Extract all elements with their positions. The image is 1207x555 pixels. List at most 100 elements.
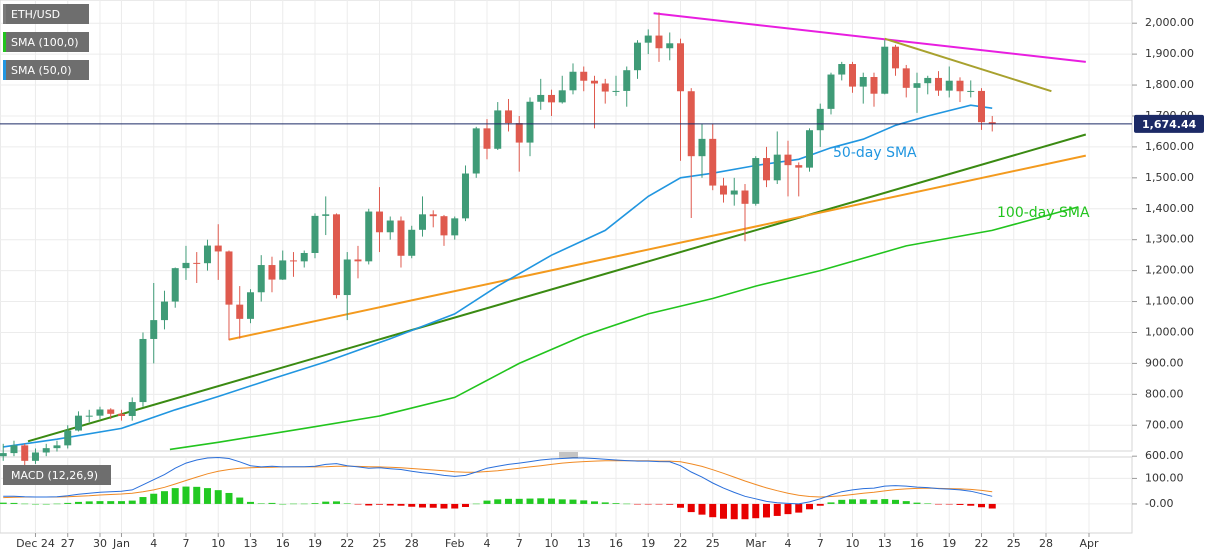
candle-body	[612, 90, 620, 92]
candle-body	[805, 130, 813, 168]
annotation: 100-day SMA	[997, 205, 1090, 221]
x-tick-label: 25	[1007, 537, 1021, 550]
candle-body	[676, 43, 684, 92]
legend-label: ETH/USD	[11, 8, 60, 21]
candle-body	[526, 101, 534, 143]
histogram-bar	[246, 501, 254, 504]
candle-body	[504, 110, 512, 124]
x-tick-label: 27	[61, 537, 75, 550]
x-tick-label: 22	[974, 537, 988, 550]
candle-body	[96, 409, 104, 416]
legend-label: SMA (50,0)	[11, 64, 72, 77]
candle-body	[924, 77, 932, 84]
histogram-bar	[203, 488, 211, 504]
histogram-bar	[784, 503, 792, 515]
candle-body	[451, 218, 459, 236]
histogram-bar	[569, 499, 577, 504]
last-price-label: 1,674.44	[1142, 118, 1197, 131]
histogram-bar	[988, 503, 996, 509]
histogram-bar	[53, 503, 61, 505]
candle-body	[225, 251, 233, 305]
marks	[0, 12, 1132, 520]
histogram-bar	[709, 503, 717, 518]
legend-item: MACD (12,26,9)	[3, 465, 111, 485]
x-tick-label: 16	[276, 537, 290, 550]
legend-item: ETH/USD	[3, 4, 89, 24]
candle-body	[580, 71, 588, 81]
y-tick-label: 1,100.00	[1145, 295, 1194, 308]
candle-body	[913, 83, 921, 88]
histogram-bar	[451, 503, 459, 509]
candle-body	[236, 304, 244, 319]
histogram-bar	[558, 499, 566, 504]
trend-line	[653, 12, 1086, 63]
candle-body	[21, 445, 29, 461]
candle-body	[418, 214, 426, 230]
y-tick-label: 100.00	[1145, 471, 1184, 484]
candle-body	[741, 190, 749, 204]
histogram-bar	[117, 501, 125, 504]
histogram-bar	[268, 502, 276, 504]
y-tick-label: 2,000.00	[1145, 16, 1194, 29]
histogram-bar	[547, 498, 555, 504]
candle-body	[343, 259, 351, 296]
histogram-bar	[881, 499, 889, 504]
histogram-bar	[795, 503, 803, 513]
candle-body	[31, 452, 39, 461]
candle-body	[171, 268, 179, 302]
histogram-bar	[633, 503, 641, 505]
candle-body	[891, 46, 899, 69]
candle-body	[494, 110, 502, 149]
histogram-bar	[891, 499, 899, 504]
x-tick-label: Feb	[445, 537, 464, 550]
candle-body	[311, 215, 319, 253]
panel-resize-handle[interactable]	[559, 452, 578, 458]
x-tick-label: 13	[577, 537, 591, 550]
candle-body	[633, 42, 641, 71]
histogram-bar	[343, 503, 351, 504]
histogram-bar	[590, 501, 598, 504]
x-tick-label: 16	[609, 537, 623, 550]
x-tick-label: 25	[706, 537, 720, 550]
candle-body	[429, 214, 437, 217]
histogram-bar	[322, 501, 330, 504]
candle-body	[795, 165, 803, 168]
x-tick-label: 10	[845, 537, 859, 550]
histogram-bar	[827, 502, 835, 504]
histogram-bar	[21, 503, 29, 505]
y-tick-label: 1,500.00	[1145, 171, 1194, 184]
legend-box	[3, 32, 89, 52]
x-tick-label: Jan	[112, 537, 130, 550]
x-tick-label: 19	[942, 537, 956, 550]
candle-body	[139, 338, 147, 403]
candle-body	[74, 415, 82, 431]
histogram-bar	[644, 503, 652, 505]
candle-body	[117, 413, 125, 416]
histogram-bar	[537, 498, 545, 504]
candle-body	[881, 46, 889, 94]
candle-body	[988, 122, 996, 124]
histogram-bar	[848, 499, 856, 504]
histogram-bar	[655, 503, 663, 505]
histogram-bar	[870, 499, 878, 504]
x-tick-label: 13	[243, 537, 257, 550]
histogram-bar	[107, 501, 115, 504]
histogram-bar	[945, 503, 953, 505]
histogram-bar	[85, 501, 93, 504]
x-tick-label: 4	[483, 537, 490, 550]
histogram-bar	[139, 497, 147, 504]
candle-body	[483, 128, 491, 149]
histogram-bar	[375, 503, 383, 505]
histogram-bar	[150, 493, 158, 504]
candle-body	[698, 138, 706, 157]
grid	[0, 0, 1132, 532]
y-tick-label: 1,600.00	[1145, 140, 1194, 153]
x-tick-label: 7	[182, 537, 189, 550]
candle-body	[461, 173, 469, 219]
sma-line	[3, 104, 993, 448]
y-tick-label: 1,300.00	[1145, 233, 1194, 246]
histogram-bar	[580, 500, 588, 504]
candle-body	[666, 43, 674, 49]
candle-body	[182, 262, 190, 269]
